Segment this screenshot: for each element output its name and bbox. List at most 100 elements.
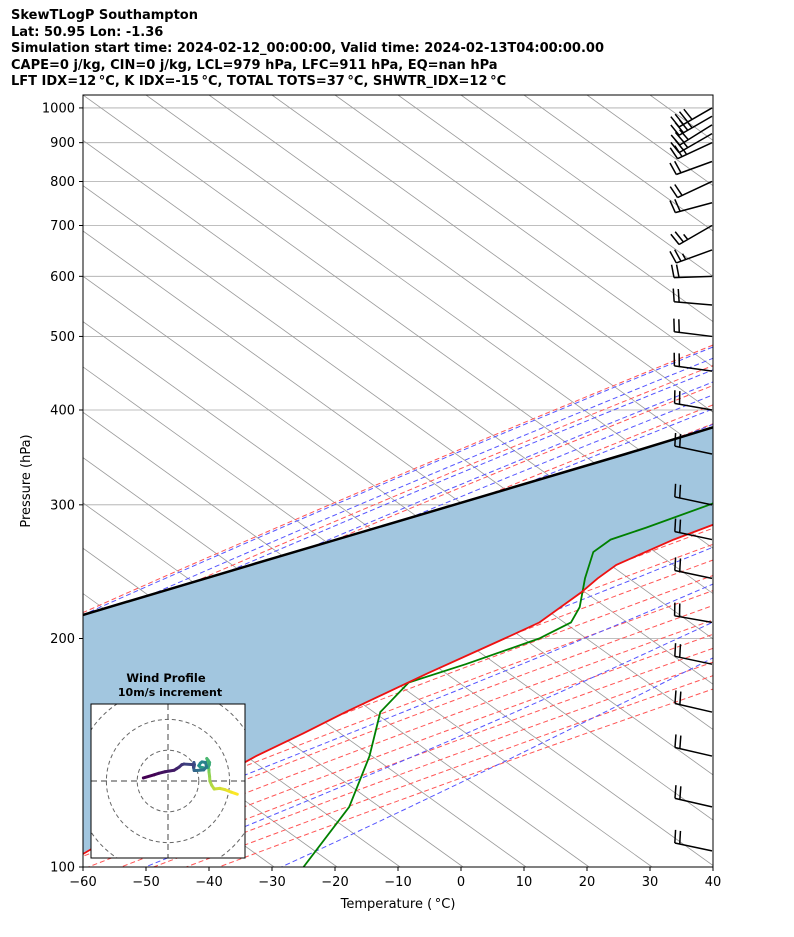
title-cape-indices: CAPE=0 j/kg, CIN=0 j/kg, LCL=979 hPa, LF… bbox=[11, 57, 498, 73]
moist-adiabat bbox=[83, 357, 713, 626]
hodograph-ring bbox=[136, 749, 200, 813]
wind-barb-staff bbox=[674, 402, 713, 411]
wind-barb-staff bbox=[674, 615, 713, 624]
wind-barb-flag bbox=[679, 786, 682, 800]
x-tick-label: −30 bbox=[258, 875, 285, 890]
chart-header: SkewTLogP Southampton Lat: 50.95 Lon: -1… bbox=[11, 8, 604, 91]
wind-barb-flag bbox=[678, 830, 682, 845]
wind-barb-flag bbox=[669, 162, 677, 175]
x-axis-label: Temperature ( °C) bbox=[340, 897, 456, 912]
wind-barb bbox=[673, 352, 713, 372]
x-tick-label: −40 bbox=[195, 875, 222, 890]
y-tick-label: 800 bbox=[50, 175, 75, 190]
wind-barb-half-flag bbox=[682, 148, 688, 155]
wind-barb-flag bbox=[678, 644, 682, 658]
y-tick-label: 600 bbox=[50, 270, 75, 285]
wind-barb-staff bbox=[674, 797, 713, 808]
wind-barb-staff bbox=[678, 115, 713, 136]
dewpoint-line bbox=[302, 502, 713, 867]
wind-barb bbox=[670, 115, 713, 136]
dry-adiabat bbox=[83, 364, 713, 632]
wind-barb bbox=[669, 180, 713, 199]
wind-barb bbox=[672, 288, 713, 306]
wind-barb-flag bbox=[678, 558, 682, 572]
isotherm-line bbox=[271, 95, 713, 413]
y-tick-label: 400 bbox=[50, 403, 75, 418]
wind-barb-staff bbox=[674, 496, 713, 506]
wind-barb-flag bbox=[674, 122, 685, 134]
wind-barb-staff bbox=[678, 132, 713, 154]
wind-barb-half-flag bbox=[683, 142, 689, 149]
wind-barb bbox=[669, 160, 713, 176]
hodograph-segment bbox=[182, 762, 195, 767]
wind-barb bbox=[674, 432, 713, 455]
y-axis-label: Pressure (hPa) bbox=[19, 434, 34, 527]
wind-barb-staff bbox=[679, 124, 713, 146]
isotherm-line bbox=[83, 185, 713, 640]
wind-barb-flag bbox=[678, 119, 689, 131]
wind-barb-staff bbox=[676, 249, 713, 264]
isotherm-line bbox=[712, 95, 713, 96]
x-tick-label: 10 bbox=[516, 875, 533, 890]
wind-barb-flag bbox=[674, 785, 677, 799]
y-tick-label: 700 bbox=[50, 219, 75, 234]
y-tick-label: 900 bbox=[50, 136, 75, 151]
wind-barb-staff bbox=[674, 569, 713, 580]
wind-barb-flag bbox=[674, 557, 677, 571]
wind-barb bbox=[670, 132, 713, 154]
y-tick-label: 100 bbox=[50, 861, 75, 876]
isotherm-line bbox=[334, 95, 713, 368]
hodograph-trace bbox=[141, 757, 239, 796]
wind-barb bbox=[673, 390, 713, 411]
wind-barb-flag bbox=[679, 691, 682, 705]
isotherm-line bbox=[208, 95, 713, 459]
wind-barb-flag bbox=[674, 249, 682, 262]
wind-barb bbox=[670, 224, 713, 246]
wind-barb-flag bbox=[670, 233, 680, 245]
dry-adiabat bbox=[83, 344, 713, 614]
wind-barb-staff bbox=[674, 365, 713, 372]
wind-barb-flag bbox=[679, 735, 682, 749]
wind-barb-flag bbox=[674, 231, 685, 243]
title-station: SkewTLogP Southampton bbox=[11, 8, 198, 23]
wind-barb-staff bbox=[678, 224, 713, 246]
x-tick-label: −20 bbox=[321, 875, 348, 890]
wind-barb-half-flag bbox=[687, 122, 693, 129]
wind-barb bbox=[674, 557, 713, 580]
hodograph-frame bbox=[90, 703, 246, 859]
wind-barb-flag bbox=[669, 147, 679, 160]
wind-barb bbox=[674, 643, 713, 665]
x-tick-label: 40 bbox=[705, 875, 722, 890]
isotherm-line bbox=[523, 95, 713, 232]
x-tick-label: −10 bbox=[384, 875, 411, 890]
wind-barb-flag bbox=[670, 124, 680, 136]
moist-adiabat bbox=[83, 346, 713, 616]
wind-barb-flag bbox=[674, 483, 677, 497]
wind-barb-flag bbox=[674, 432, 677, 447]
wind-barb bbox=[674, 518, 713, 541]
wind-barb-flag bbox=[674, 145, 683, 158]
wind-barb-staff bbox=[674, 842, 713, 852]
x-tick-label: 20 bbox=[579, 875, 596, 890]
wind-barb-flag bbox=[674, 198, 681, 212]
wind-barb bbox=[674, 734, 713, 757]
wind-barb-staff bbox=[674, 655, 713, 665]
wind-barb bbox=[674, 829, 713, 852]
wind-barb-flag bbox=[669, 200, 676, 213]
isotherm-line bbox=[83, 457, 653, 867]
title-stability-indices: LFT IDX=12 °C, K IDX=-15 °C, TOTAL TOTS=… bbox=[11, 74, 507, 90]
x-tick-label: −50 bbox=[132, 875, 159, 890]
x-tick-label: 0 bbox=[457, 875, 465, 890]
dry-adiabat bbox=[83, 543, 713, 789]
wind-barb-staff bbox=[676, 160, 713, 176]
x-tick-label: −60 bbox=[69, 875, 96, 890]
wind-barb-staff bbox=[673, 275, 713, 279]
wind-barb bbox=[674, 785, 713, 808]
y-tick-label: 200 bbox=[50, 632, 75, 647]
wind-barb-staff bbox=[674, 331, 713, 338]
wind-barb-flag bbox=[675, 264, 680, 278]
hodograph-rings bbox=[91, 704, 245, 858]
wind-barb-flag bbox=[677, 288, 680, 303]
wind-barb-flag bbox=[670, 264, 675, 278]
